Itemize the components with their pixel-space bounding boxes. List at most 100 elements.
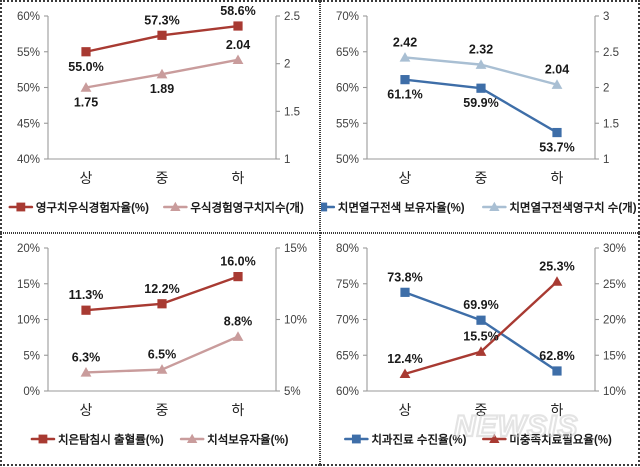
- chart-series: 55.0% 57.3% 58.6%: [68, 4, 255, 74]
- legend-item[interactable]: 치면열구전색 보유자율(%): [321, 201, 465, 215]
- legend-label: 우식경험영구치지수(개): [190, 201, 304, 215]
- x-axis-category-label: 중: [475, 402, 488, 418]
- chart-series: 12.4% 15.5% 25.3%: [387, 260, 575, 379]
- chart-panel-1-svg: 40% 45% 50% 55% 60% 1 1.5 2 2.5 상 중 하 55.0% 57.3% 58.6…: [8, 4, 304, 215]
- chart-panel-2: 50% 55% 60% 65% 70% 1 1.5 2 2.5 3 상 중 하 61.1% 59.9% 53.…: [320, 0, 640, 233]
- right-axis-tick-label: 15%: [284, 243, 307, 255]
- data-point-label: 2.04: [226, 38, 250, 52]
- x-axis-category-label: 상: [80, 170, 93, 186]
- legend-label: 영구치우식경험자율(%): [36, 201, 149, 215]
- chart-panel-4-svg: 60% 65% 70% 75% 80% 10% 15% 20% 25% 30% 상 중 하 73.8% 69…: [336, 243, 626, 447]
- right-axis-tick-label: 2.5: [603, 47, 619, 59]
- chart-series: 6.3% 6.5% 8.8%: [72, 315, 253, 377]
- chart-panel-1: 40% 45% 50% 55% 60% 1 1.5 2 2.5 상 중 하 55.0% 57.3% 58.6…: [0, 0, 320, 233]
- right-axis-tick-label: 15%: [603, 350, 626, 362]
- x-axis-category-label: 중: [156, 402, 169, 418]
- legend-item[interactable]: 우식경험영구치지수(개): [163, 201, 304, 215]
- chart-panel-3-plot: 0% 5% 10% 15% 20% 5% 10% 15% 상 중 하 11.3% 12.2% 16.0% 6…: [2, 234, 319, 464]
- legend-item[interactable]: 영구치우식경험자율(%): [8, 201, 149, 215]
- left-axis-tick-label: 50%: [17, 83, 40, 95]
- data-point-label: 2.42: [393, 35, 417, 49]
- left-axis-tick-label: 50%: [336, 154, 359, 166]
- legend-item[interactable]: 치과진료 수진율(%): [344, 433, 467, 447]
- right-axis-tick-label: 10%: [603, 386, 626, 398]
- data-point-label: 2.32: [469, 43, 493, 57]
- right-axis-tick-label: 1.5: [284, 106, 300, 118]
- left-axis-tick-label: 60%: [336, 83, 359, 95]
- data-point-label: 12.4%: [387, 352, 422, 366]
- chart-panel-3: 0% 5% 10% 15% 20% 5% 10% 15% 상 중 하 11.3% 12.2% 16.0% 6…: [0, 233, 320, 466]
- right-axis-tick-label: 1: [603, 154, 609, 166]
- right-axis-tick-label: 5%: [284, 386, 301, 398]
- data-point-label: 2.04: [545, 63, 569, 77]
- legend-label: 미충족치료필요율(%): [509, 433, 612, 447]
- left-axis-tick-label: 10%: [17, 315, 40, 327]
- left-axis-tick-label: 65%: [336, 350, 359, 362]
- right-axis-tick-label: 2.5: [284, 11, 300, 23]
- left-axis-tick-label: 55%: [336, 118, 359, 130]
- data-point-label: 6.5%: [148, 348, 177, 362]
- data-point-label: 59.9%: [463, 96, 498, 110]
- data-point-label: 12.2%: [144, 282, 179, 296]
- x-axis-category-label: 하: [232, 170, 245, 186]
- left-axis-tick-label: 60%: [336, 386, 359, 398]
- x-axis-category-label: 중: [156, 170, 169, 186]
- chart-panel-3-svg: 0% 5% 10% 15% 20% 5% 10% 15% 상 중 하 11.3% 12.2% 16.0% 6…: [17, 243, 307, 447]
- right-axis-tick-label: 20%: [603, 315, 626, 327]
- right-axis-tick-label: 2: [284, 59, 290, 71]
- data-point-label: 25.3%: [539, 260, 574, 274]
- data-point-label: 62.8%: [539, 349, 574, 363]
- legend-label: 치면열구전색 보유자율(%): [338, 201, 465, 215]
- left-axis-tick-label: 75%: [336, 279, 359, 291]
- data-point-label: 11.3%: [69, 288, 104, 302]
- right-axis-tick-label: 25%: [603, 279, 626, 291]
- right-axis-tick-label: 3: [603, 11, 609, 23]
- chart-series: 2.42 2.32 2.04: [393, 35, 569, 89]
- chart-panel-1-plot: 40% 45% 50% 55% 60% 1 1.5 2 2.5 상 중 하 55.0% 57.3% 58.6…: [2, 2, 319, 232]
- data-point-label: 69.9%: [463, 298, 498, 312]
- data-point-label: 53.7%: [539, 141, 574, 155]
- right-axis-tick-label: 1.5: [603, 118, 619, 130]
- data-point-label: 16.0%: [220, 255, 255, 269]
- chart-series: 11.3% 12.2% 16.0%: [69, 255, 256, 315]
- left-axis-tick-label: 65%: [336, 47, 359, 59]
- data-point-label: 57.3%: [144, 13, 179, 27]
- left-axis-tick-label: 40%: [17, 154, 40, 166]
- chart-panel-2-svg: 50% 55% 60% 65% 70% 1 1.5 2 2.5 3 상 중 하 61.1% 59.9% 53.…: [321, 11, 637, 215]
- right-axis-tick-label: 30%: [603, 243, 626, 255]
- right-axis-tick-label: 2: [603, 83, 609, 95]
- x-axis-category-label: 상: [399, 402, 412, 418]
- x-axis-category-label: 상: [80, 402, 93, 418]
- legend-item[interactable]: 치석보유자율(%): [179, 433, 289, 447]
- data-point-label: 1.75: [74, 96, 98, 110]
- data-point-label: 15.5%: [463, 330, 498, 344]
- x-axis-category-label: 중: [475, 170, 488, 186]
- left-axis-tick-label: 20%: [17, 243, 40, 255]
- x-axis-category-label: 상: [399, 170, 412, 186]
- legend-item[interactable]: 치면열구전색영구치 수(개): [482, 201, 637, 215]
- chart-panel-4-plot: 60% 65% 70% 75% 80% 10% 15% 20% 25% 30% 상 중 하 73.8% 69…: [321, 234, 638, 464]
- left-axis-tick-label: 80%: [336, 243, 359, 255]
- x-axis-category-label: 하: [232, 402, 245, 418]
- data-point-label: 55.0%: [68, 60, 103, 74]
- right-axis-tick-label: 10%: [284, 315, 307, 327]
- legend-item[interactable]: 치은탐침시 출혈률(%): [30, 433, 164, 447]
- data-point-label: 1.89: [150, 82, 174, 96]
- data-point-label: 58.6%: [220, 4, 255, 18]
- left-axis-tick-label: 60%: [17, 11, 40, 23]
- legend-label: 치석보유자율(%): [207, 433, 289, 447]
- chart-panel-2-plot: 50% 55% 60% 65% 70% 1 1.5 2 2.5 3 상 중 하 61.1% 59.9% 53.…: [321, 2, 638, 232]
- left-axis-tick-label: 5%: [23, 350, 40, 362]
- chart-series: 73.8% 69.9% 62.8%: [387, 270, 575, 376]
- legend-label: 치과진료 수진율(%): [371, 433, 466, 447]
- x-axis-category-label: 하: [551, 170, 564, 186]
- x-axis-category-label: 하: [551, 402, 564, 418]
- data-point-label: 61.1%: [387, 88, 422, 102]
- left-axis-tick-label: 0%: [23, 386, 40, 398]
- left-axis-tick-label: 70%: [336, 315, 359, 327]
- legend-label: 치면열구전색영구치 수(개): [509, 201, 636, 215]
- legend-item[interactable]: 미충족치료필요율(%): [482, 433, 612, 447]
- data-point-label: 8.8%: [224, 315, 253, 329]
- chart-panel-4: 60% 65% 70% 75% 80% 10% 15% 20% 25% 30% 상 중 하 73.8% 69…: [320, 233, 640, 466]
